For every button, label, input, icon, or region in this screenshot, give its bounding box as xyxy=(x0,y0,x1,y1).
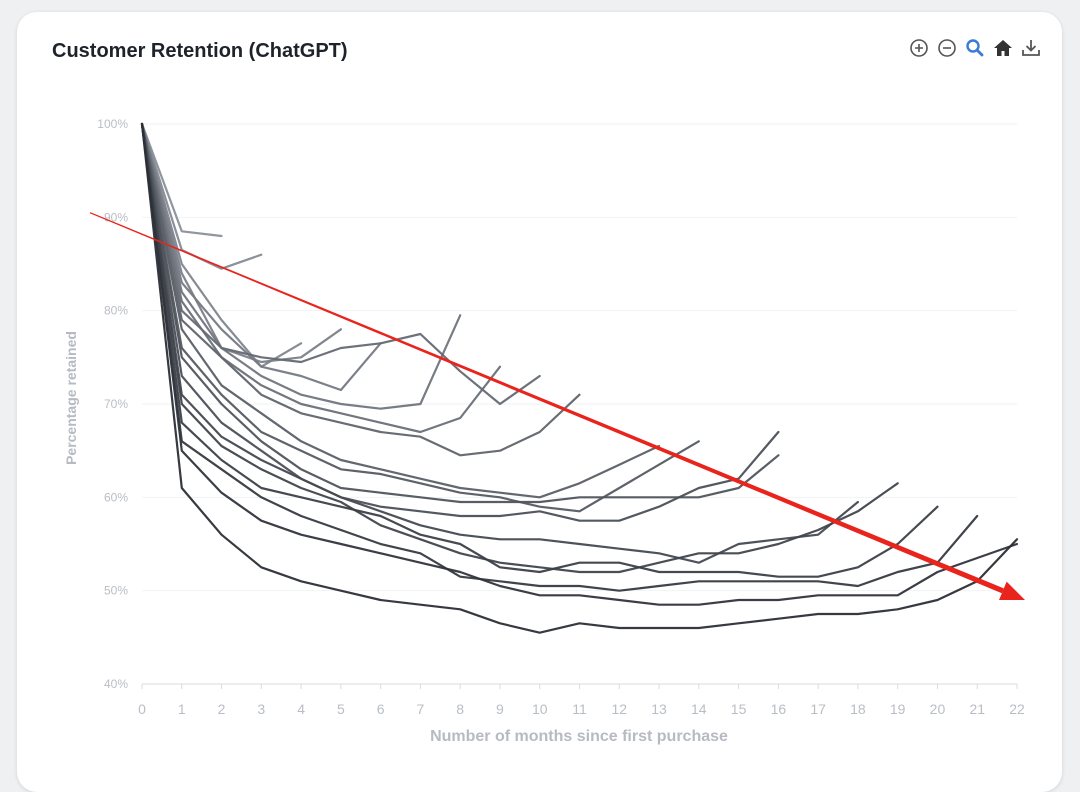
grid-lines xyxy=(142,123,1017,685)
series-line-cohort-13 xyxy=(140,122,780,522)
series-line-cohort-9 xyxy=(140,122,581,457)
y-tick-label: 50% xyxy=(104,584,128,598)
x-tick-label: 4 xyxy=(297,701,305,717)
chart-card xyxy=(17,12,1062,792)
x-tick-label: 2 xyxy=(218,701,226,717)
x-tick-label: 13 xyxy=(651,701,667,717)
y-tick-label: 40% xyxy=(104,677,128,691)
x-tick-label: 7 xyxy=(417,701,425,717)
zoom-out-icon[interactable] xyxy=(936,37,958,59)
x-tick-label: 10 xyxy=(532,701,548,717)
series-line-cohort-6 xyxy=(140,122,462,410)
chart-title: Customer Retention (ChatGPT) xyxy=(52,40,348,62)
y-tick-label: 70% xyxy=(104,397,128,411)
x-tick-label: 14 xyxy=(691,701,707,717)
y-tick-label: 80% xyxy=(104,304,128,318)
y-axis-label: Percentage retained xyxy=(63,331,79,465)
zoom-in-icon[interactable] xyxy=(908,37,930,59)
x-tick-label: 21 xyxy=(969,701,985,717)
download-icon[interactable] xyxy=(1020,37,1042,59)
y-tick-label: 100% xyxy=(97,117,128,131)
home-icon[interactable] xyxy=(992,37,1014,59)
series-lines xyxy=(140,122,1019,634)
series-line-cohort-7 xyxy=(140,122,502,434)
series-line-cohort-14 xyxy=(140,122,860,564)
retention-chart: 40%50%60%70%80%90%100% 0 1 2 3 4 5 6 7 8 9 10 11 12 1… xyxy=(63,117,1025,745)
x-tick-label: 0 xyxy=(138,701,146,717)
series-line-cohort-18 xyxy=(140,122,1019,606)
trend-arrow-head xyxy=(999,581,1025,601)
series-line-cohort-12 xyxy=(140,122,780,504)
x-tick-label: 12 xyxy=(611,701,627,717)
x-tick-label: 6 xyxy=(377,701,385,717)
x-axis-label: Number of months since first purchase xyxy=(430,728,728,745)
series-line-cohort-15 xyxy=(140,122,899,574)
y-tick-label: 60% xyxy=(104,490,128,504)
series-line-cohort-1 xyxy=(140,122,223,238)
x-tick-label: 22 xyxy=(1009,701,1025,717)
series-line-cohort-11 xyxy=(140,122,700,513)
x-tick-label: 17 xyxy=(810,701,826,717)
series-line-cohort-17 xyxy=(140,122,979,592)
x-tick-label: 18 xyxy=(850,701,866,717)
series-line-cohort-19 xyxy=(140,122,1019,634)
x-tick-label: 11 xyxy=(572,701,587,717)
x-tick-label: 8 xyxy=(456,701,464,717)
series-line-cohort-10 xyxy=(140,122,661,499)
x-tick-label: 20 xyxy=(930,701,946,717)
y-tick-label: 90% xyxy=(104,210,128,224)
x-tick-label: 1 xyxy=(178,701,186,717)
x-axis-ticks: 0 1 2 3 4 5 6 7 8 9 10 11 12 13 14 15 16 17 18 19 20 21 22 xyxy=(138,683,1025,717)
x-tick-label: 15 xyxy=(731,701,747,717)
y-axis-ticks: 40% 50% 60% 70% 80% 90% 100% xyxy=(97,117,128,691)
chart-toolbar xyxy=(908,37,1042,59)
x-tick-label: 9 xyxy=(496,701,504,717)
x-tick-label: 19 xyxy=(890,701,906,717)
zoom-selection-icon[interactable] xyxy=(964,37,986,59)
x-tick-label: 5 xyxy=(337,701,345,717)
trend-arrow xyxy=(89,212,1025,601)
x-tick-label: 3 xyxy=(257,701,265,717)
series-line-cohort-8 xyxy=(140,122,541,406)
series-line-cohort-5 xyxy=(140,122,382,392)
series-line-cohort-16 xyxy=(140,122,939,578)
x-tick-label: 16 xyxy=(771,701,787,717)
trend-arrow-shaft xyxy=(89,212,1004,594)
